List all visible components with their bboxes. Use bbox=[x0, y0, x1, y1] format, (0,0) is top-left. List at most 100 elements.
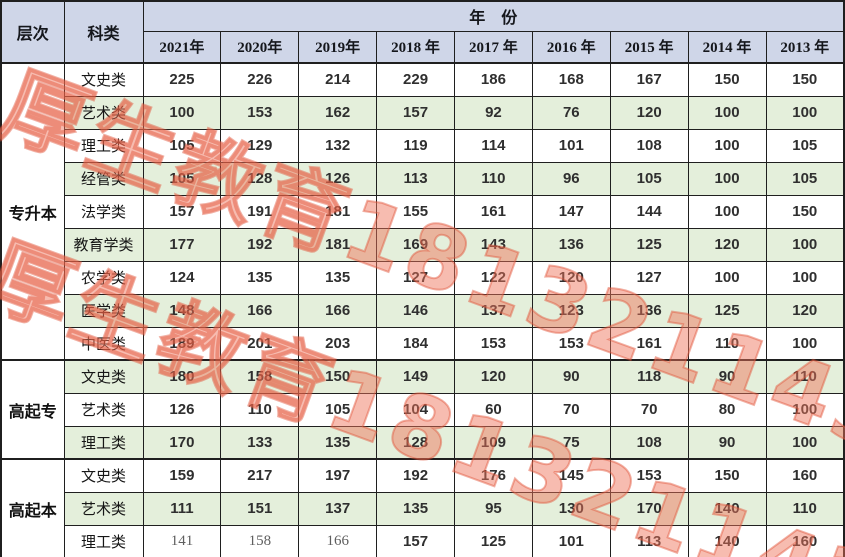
subject-cell: 医学类 bbox=[63, 293, 144, 328]
subject-cell: 中医类 bbox=[63, 326, 144, 361]
level-cell: 专升本 bbox=[0, 62, 65, 361]
score-cell: 132 bbox=[298, 128, 378, 163]
subject-cell: 文史类 bbox=[63, 359, 144, 394]
header-year: 2021年 bbox=[142, 30, 222, 64]
score-cell: 197 bbox=[298, 458, 378, 493]
table-row: 经管类 105 128 126 113 110 96 105 100 105 bbox=[1, 161, 845, 196]
score-cell: 166 bbox=[298, 524, 378, 557]
subject-cell: 艺术类 bbox=[63, 95, 144, 130]
score-cell: 105 bbox=[765, 128, 845, 163]
score-cell: 158 bbox=[220, 524, 300, 557]
score-cell: 118 bbox=[609, 359, 689, 394]
score-cell: 75 bbox=[531, 425, 611, 460]
score-cell: 108 bbox=[609, 128, 689, 163]
score-cell: 90 bbox=[531, 359, 611, 394]
score-cell: 135 bbox=[298, 425, 378, 460]
score-cell: 135 bbox=[298, 260, 378, 295]
score-cell: 150 bbox=[687, 458, 767, 493]
table-row: 医学类 148 166 166 146 137 123 136 125 120 bbox=[1, 293, 845, 328]
score-cell: 120 bbox=[687, 227, 767, 262]
score-cell: 110 bbox=[220, 392, 300, 427]
score-cell: 96 bbox=[531, 161, 611, 196]
score-cell: 153 bbox=[220, 95, 300, 130]
score-cell: 100 bbox=[687, 194, 767, 229]
score-cell: 201 bbox=[220, 326, 300, 361]
subject-cell: 文史类 bbox=[63, 458, 144, 493]
score-cell: 113 bbox=[376, 161, 455, 196]
score-cell: 155 bbox=[376, 194, 455, 229]
score-cell: 108 bbox=[609, 425, 689, 460]
score-cell: 203 bbox=[298, 326, 378, 361]
table-row: 专升本 文史类 225 226 214 229 186 168 167 150 150 bbox=[0, 62, 845, 361]
score-cell: 127 bbox=[376, 260, 455, 295]
score-cell: 143 bbox=[454, 227, 533, 262]
score-cell: 105 bbox=[142, 161, 222, 196]
level-cell: 高起本 bbox=[0, 458, 65, 557]
score-cell: 137 bbox=[298, 491, 378, 526]
subject-cell: 艺术类 bbox=[63, 392, 144, 427]
score-cell: 111 bbox=[142, 491, 222, 526]
score-cell: 144 bbox=[609, 194, 689, 229]
score-cell: 181 bbox=[298, 227, 378, 262]
score-cell: 110 bbox=[687, 326, 767, 361]
score-cell: 160 bbox=[765, 458, 845, 493]
score-cell: 113 bbox=[609, 524, 689, 557]
score-cell: 104 bbox=[376, 392, 455, 427]
score-cell: 110 bbox=[765, 491, 845, 526]
subject-cell: 理工类 bbox=[63, 128, 144, 163]
score-cell: 166 bbox=[220, 293, 300, 328]
score-cell: 80 bbox=[687, 392, 767, 427]
score-cell: 120 bbox=[609, 95, 689, 130]
score-cell: 192 bbox=[376, 458, 455, 493]
score-cell: 110 bbox=[765, 359, 845, 394]
header-year: 2019年 bbox=[298, 30, 378, 64]
score-cell: 133 bbox=[220, 425, 300, 460]
score-cell: 95 bbox=[454, 491, 533, 526]
subject-cell: 理工类 bbox=[63, 524, 144, 557]
table-row: 理工类 141 158 166 157 125 101 113 140 160 bbox=[1, 524, 845, 557]
score-cell: 191 bbox=[220, 194, 300, 229]
table-row: 艺术类 100 153 162 157 92 76 120 100 100 bbox=[1, 95, 845, 130]
score-cell: 114 bbox=[454, 128, 533, 163]
score-cell: 167 bbox=[609, 62, 689, 97]
subject-cell: 经管类 bbox=[63, 161, 144, 196]
score-cell: 217 bbox=[220, 458, 300, 493]
score-cell: 145 bbox=[531, 458, 611, 493]
score-cell: 126 bbox=[142, 392, 222, 427]
score-cell: 128 bbox=[220, 161, 300, 196]
level-cell: 高起专 bbox=[0, 359, 65, 460]
score-cell: 169 bbox=[376, 227, 455, 262]
table-row: 农学类 124 135 135 127 122 120 127 100 100 bbox=[1, 260, 845, 295]
score-cell: 101 bbox=[531, 524, 611, 557]
score-cell: 129 bbox=[220, 128, 300, 163]
score-cell: 153 bbox=[609, 458, 689, 493]
subject-cell: 教育学类 bbox=[63, 227, 144, 262]
table-row: 高起本 文史类 159 217 197 192 176 145 153 150 160 bbox=[0, 458, 845, 557]
score-cell: 177 bbox=[142, 227, 222, 262]
score-cell: 100 bbox=[142, 95, 222, 130]
score-cell: 120 bbox=[765, 293, 845, 328]
score-cell: 148 bbox=[142, 293, 222, 328]
header-year: 2013 年 bbox=[765, 30, 845, 64]
score-cell: 60 bbox=[454, 392, 533, 427]
score-cell: 166 bbox=[298, 293, 378, 328]
subject-cell: 法学类 bbox=[63, 194, 144, 229]
score-cell: 92 bbox=[454, 95, 533, 130]
score-cell: 184 bbox=[376, 326, 455, 361]
table-row: 艺术类 126 110 105 104 60 70 70 80 100 bbox=[1, 392, 845, 427]
score-cell: 226 bbox=[220, 62, 300, 97]
header-year: 2015 年 bbox=[609, 30, 689, 64]
score-cell: 168 bbox=[531, 62, 611, 97]
score-cell: 109 bbox=[454, 425, 533, 460]
score-cell: 122 bbox=[454, 260, 533, 295]
score-cell: 180 bbox=[142, 359, 222, 394]
header-year: 2016 年 bbox=[531, 30, 611, 64]
score-cell: 135 bbox=[376, 491, 455, 526]
header-year: 2020年 bbox=[220, 30, 300, 64]
score-cell: 192 bbox=[220, 227, 300, 262]
header-year-group: 年 份 bbox=[142, 0, 845, 32]
score-cell: 110 bbox=[454, 161, 533, 196]
score-cell: 123 bbox=[531, 293, 611, 328]
score-cell: 149 bbox=[376, 359, 455, 394]
